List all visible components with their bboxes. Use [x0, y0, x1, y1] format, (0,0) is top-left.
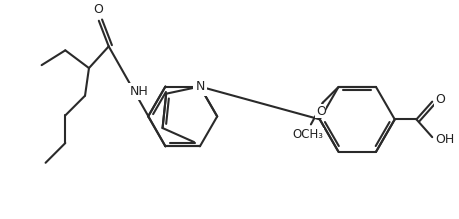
Text: O: O	[315, 105, 325, 118]
Text: OCH₃: OCH₃	[292, 128, 323, 141]
Text: O: O	[434, 93, 444, 106]
Text: O: O	[93, 3, 102, 16]
Text: OH: OH	[434, 133, 453, 146]
Text: NH: NH	[129, 85, 148, 98]
Text: N: N	[195, 80, 204, 93]
